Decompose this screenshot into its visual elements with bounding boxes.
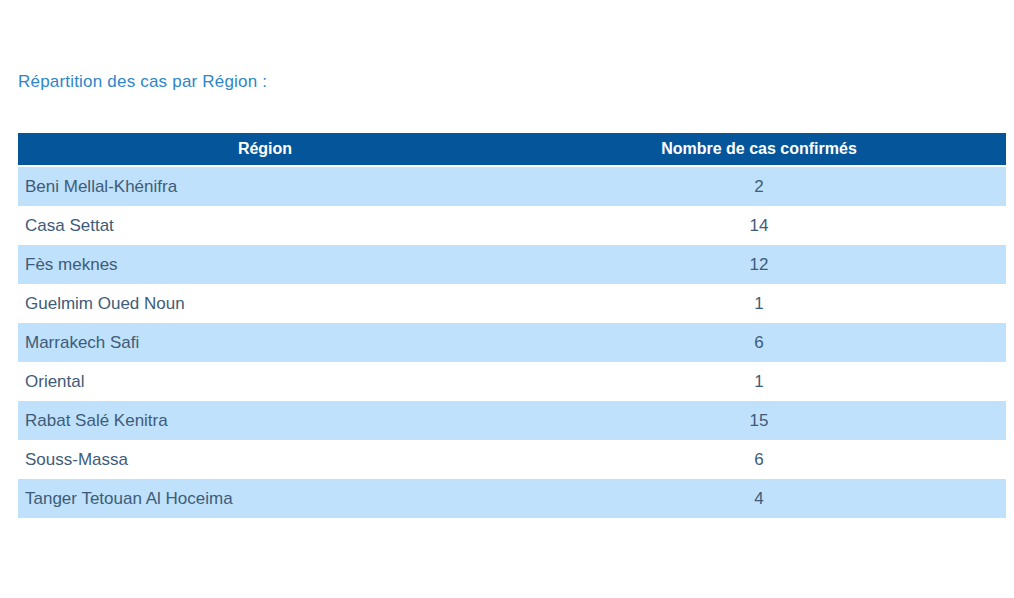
table-row: Souss-Massa 6 — [18, 440, 1006, 479]
table-row: Marrakech Safi 6 — [18, 323, 1006, 362]
cases-cell: 6 — [512, 440, 1006, 479]
table-row: Tanger Tetouan Al Hoceima 4 — [18, 479, 1006, 518]
table-row: Fès meknes 12 — [18, 245, 1006, 284]
region-cell: Marrakech Safi — [18, 323, 512, 362]
table-row: Oriental 1 — [18, 362, 1006, 401]
cases-cell: 12 — [512, 245, 1006, 284]
cases-cell: 4 — [512, 479, 1006, 518]
page-title: Répartition des cas par Région : — [18, 72, 267, 92]
cases-cell: 6 — [512, 323, 1006, 362]
table-header-row: Région Nombre de cas confirmés — [18, 133, 1006, 167]
cases-by-region-table: Région Nombre de cas confirmés Beni Mell… — [18, 133, 1006, 518]
cases-cell: 1 — [512, 362, 1006, 401]
column-header-cases: Nombre de cas confirmés — [512, 133, 1006, 167]
page: Répartition des cas par Région : Région … — [0, 0, 1014, 598]
region-cell: Fès meknes — [18, 245, 512, 284]
region-cell: Guelmim Oued Noun — [18, 284, 512, 323]
cases-cell: 15 — [512, 401, 1006, 440]
region-cell: Souss-Massa — [18, 440, 512, 479]
region-cell: Casa Settat — [18, 206, 512, 245]
table-row: Casa Settat 14 — [18, 206, 1006, 245]
region-cell: Beni Mellal-Khénifra — [18, 167, 512, 206]
cases-cell: 1 — [512, 284, 1006, 323]
region-cell: Oriental — [18, 362, 512, 401]
cases-cell: 14 — [512, 206, 1006, 245]
table-row: Guelmim Oued Noun 1 — [18, 284, 1006, 323]
region-cell: Rabat Salé Kenitra — [18, 401, 512, 440]
column-header-region: Région — [18, 133, 512, 167]
region-cell: Tanger Tetouan Al Hoceima — [18, 479, 512, 518]
table-row: Beni Mellal-Khénifra 2 — [18, 167, 1006, 206]
cases-cell: 2 — [512, 167, 1006, 206]
table-row: Rabat Salé Kenitra 15 — [18, 401, 1006, 440]
